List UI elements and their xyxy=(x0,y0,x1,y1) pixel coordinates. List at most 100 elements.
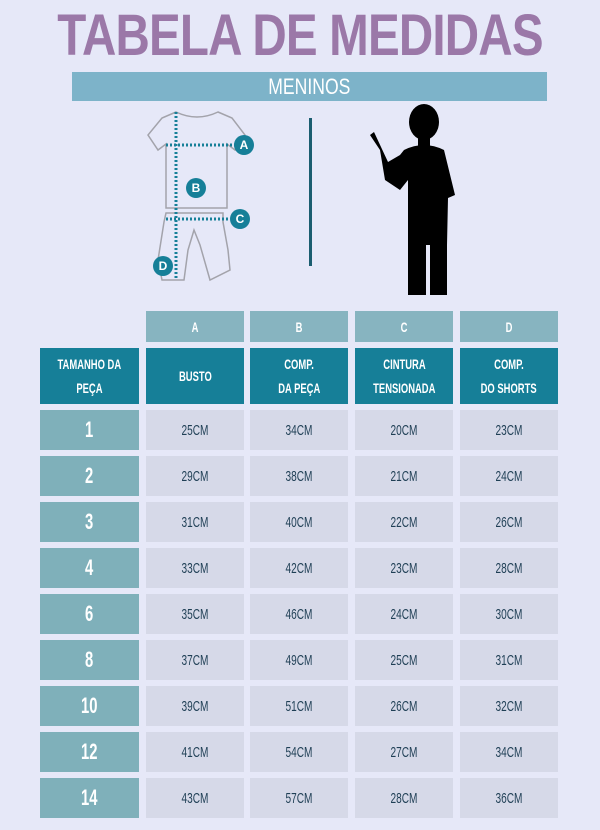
value-cell-text: 34CM xyxy=(493,744,526,761)
column-header-text: BUSTO xyxy=(175,364,215,388)
value-cell-text: 27CM xyxy=(388,744,421,761)
value-cell: 28CM xyxy=(460,548,558,588)
size-cell: 8 xyxy=(40,640,139,680)
size-header-text: TAMANHO DA PEÇA xyxy=(51,352,129,400)
text-line: 4 xyxy=(85,555,94,580)
text-line: PEÇA xyxy=(76,380,103,396)
size-cell: 10 xyxy=(40,686,139,726)
value-cell: 33CM xyxy=(146,548,244,588)
text-line: 36CM xyxy=(495,789,523,807)
text-line: 37CM xyxy=(181,651,209,669)
value-cell: 46CM xyxy=(250,594,348,634)
value-cell: 23CM xyxy=(460,410,558,450)
value-cell: 22CM xyxy=(355,502,453,542)
column-letter-text: B xyxy=(295,319,303,335)
column-letter: C xyxy=(355,311,453,342)
size-cell: 14 xyxy=(40,778,139,818)
value-cell-text: 24CM xyxy=(493,468,526,485)
text-line: 21CM xyxy=(390,467,418,485)
value-cell: 38CM xyxy=(250,456,348,496)
value-cell: 31CM xyxy=(460,640,558,680)
column-letter: D xyxy=(460,311,558,342)
size-cell-text: 3 xyxy=(84,509,94,535)
text-line: A xyxy=(191,318,199,335)
value-cell: 24CM xyxy=(460,456,558,496)
value-cell: 37CM xyxy=(146,640,244,680)
column-header: COMP. DA PEÇA xyxy=(250,348,348,404)
garment-diagram: A B C D xyxy=(147,111,254,282)
value-cell-text: 39CM xyxy=(179,698,212,715)
value-cell: 34CM xyxy=(460,732,558,772)
value-cell: 35CM xyxy=(146,594,244,634)
category-banner: MENINOS xyxy=(72,72,547,101)
value-cell-text: 42CM xyxy=(283,560,316,577)
label-a: A xyxy=(240,138,249,152)
text-line: 30CM xyxy=(495,605,523,623)
text-line: CINTURA xyxy=(382,356,426,372)
value-cell-text: 31CM xyxy=(493,652,526,669)
value-cell: 30CM xyxy=(460,594,558,634)
value-cell: 21CM xyxy=(355,456,453,496)
value-cell-text: 28CM xyxy=(388,790,421,807)
column-letter-text: C xyxy=(400,319,408,335)
text-line: 2 xyxy=(85,463,94,488)
value-cell: 54CM xyxy=(250,732,348,772)
value-cell: 57CM xyxy=(250,778,348,818)
value-cell-text: 36CM xyxy=(493,790,526,807)
text-line: 14 xyxy=(81,785,98,810)
text-line: 34CM xyxy=(495,743,523,761)
column-header: COMP. DO SHORTS xyxy=(460,348,558,404)
value-cell-text: 25CM xyxy=(179,422,212,439)
text-line: 10 xyxy=(81,693,98,718)
value-cell-text: 51CM xyxy=(283,698,316,715)
value-cell: 26CM xyxy=(460,502,558,542)
text-line: COMP. xyxy=(494,356,524,372)
text-line: 24CM xyxy=(390,605,418,623)
size-cell: 6 xyxy=(40,594,139,634)
value-cell: 34CM xyxy=(250,410,348,450)
value-cell: 39CM xyxy=(146,686,244,726)
value-cell: 32CM xyxy=(460,686,558,726)
size-cell-text: 1 xyxy=(84,417,94,443)
value-cell-text: 31CM xyxy=(179,514,212,531)
text-line: 31CM xyxy=(495,651,523,669)
text-line: 54CM xyxy=(285,743,313,761)
text-line: 27CM xyxy=(390,743,418,761)
value-cell: 43CM xyxy=(146,778,244,818)
value-cell-text: 38CM xyxy=(283,468,316,485)
boy-silhouette xyxy=(370,104,455,295)
size-header: TAMANHO DA PEÇA xyxy=(40,348,139,404)
value-cell-text: 40CM xyxy=(283,514,316,531)
size-cell: 1 xyxy=(40,410,139,450)
text-line: 25CM xyxy=(181,421,209,439)
value-cell-text: 25CM xyxy=(388,652,421,669)
text-line: 34CM xyxy=(285,421,313,439)
divider xyxy=(309,118,312,266)
value-cell: 26CM xyxy=(355,686,453,726)
text-line: 20CM xyxy=(390,421,418,439)
text-line: 38CM xyxy=(285,467,313,485)
column-letter: A xyxy=(146,311,244,342)
category-label: MENINOS xyxy=(268,74,351,99)
value-cell: 27CM xyxy=(355,732,453,772)
text-line: 28CM xyxy=(495,559,523,577)
size-cell: 4 xyxy=(40,548,139,588)
value-cell-text: 26CM xyxy=(388,698,421,715)
label-d: D xyxy=(159,259,168,273)
label-c: C xyxy=(236,212,245,226)
value-cell-text: 20CM xyxy=(388,422,421,439)
size-cell-text: 4 xyxy=(84,555,94,581)
value-cell-text: 46CM xyxy=(283,606,316,623)
column-header-text: CINTURA TENSIONADA xyxy=(366,352,442,400)
value-cell-text: 29CM xyxy=(179,468,212,485)
value-cell-text: 30CM xyxy=(493,606,526,623)
text-line: 8 xyxy=(85,647,94,672)
value-cell-text: 41CM xyxy=(179,744,212,761)
size-cell: 2 xyxy=(40,456,139,496)
value-cell-text: 28CM xyxy=(493,560,526,577)
text-line: D xyxy=(505,318,513,335)
text-line: 40CM xyxy=(285,513,313,531)
value-cell: 36CM xyxy=(460,778,558,818)
value-cell-text: 32CM xyxy=(493,698,526,715)
text-line: 6 xyxy=(85,601,94,626)
